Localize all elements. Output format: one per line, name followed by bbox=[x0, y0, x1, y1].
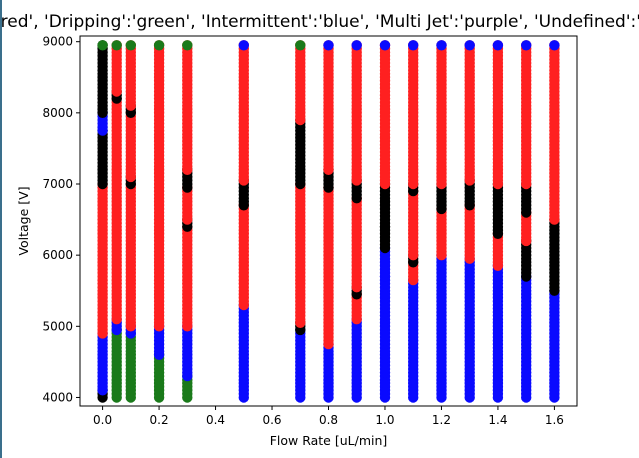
x-tick-label: 1.0 bbox=[375, 413, 394, 427]
y-axis-label: Voltage [V] bbox=[16, 186, 31, 255]
window-edge bbox=[0, 0, 2, 458]
data-point bbox=[492, 40, 504, 51]
x-tick-label: 1.6 bbox=[545, 413, 564, 427]
data-point bbox=[436, 40, 447, 51]
x-tick-label: 1.2 bbox=[432, 413, 451, 427]
y-axis: 4000 5000 6000 7000 8000 9000 bbox=[42, 35, 80, 404]
x-tick-label: 0.0 bbox=[93, 413, 112, 427]
data-point bbox=[351, 40, 362, 51]
x-axis-label: Flow Rate [uL/min] bbox=[270, 433, 388, 448]
y-tick-label: 5000 bbox=[42, 319, 73, 333]
data-point bbox=[111, 40, 122, 51]
x-tick-label: 0.8 bbox=[319, 413, 338, 427]
x-tick-label: 0.4 bbox=[206, 413, 225, 427]
data-point bbox=[295, 40, 306, 51]
data-point bbox=[549, 40, 560, 51]
data-point bbox=[182, 40, 193, 51]
data-point bbox=[521, 40, 532, 51]
x-axis: 0.0 0.2 0.4 0.6 0.8 1.0 1.2 1.4 1.6 bbox=[93, 406, 564, 427]
data-point bbox=[97, 40, 108, 51]
x-tick-label: 0.6 bbox=[262, 413, 281, 427]
data-point bbox=[153, 40, 165, 51]
y-tick-label: 4000 bbox=[42, 390, 73, 404]
data-point bbox=[408, 40, 419, 51]
data-point bbox=[379, 40, 391, 51]
y-tick-label: 9000 bbox=[42, 35, 73, 49]
y-tick-label: 8000 bbox=[42, 106, 73, 120]
chart-title: 'red', 'Dripping':'green', 'Intermittent… bbox=[0, 12, 639, 32]
data-point bbox=[323, 40, 334, 51]
y-tick-label: 6000 bbox=[42, 248, 73, 262]
x-tick-label: 0.2 bbox=[150, 413, 169, 427]
data-point bbox=[125, 40, 136, 51]
data-point bbox=[238, 40, 249, 51]
data-points bbox=[97, 40, 560, 403]
y-tick-label: 7000 bbox=[42, 177, 73, 191]
data-point bbox=[464, 40, 475, 51]
x-tick-label: 1.4 bbox=[488, 413, 507, 427]
